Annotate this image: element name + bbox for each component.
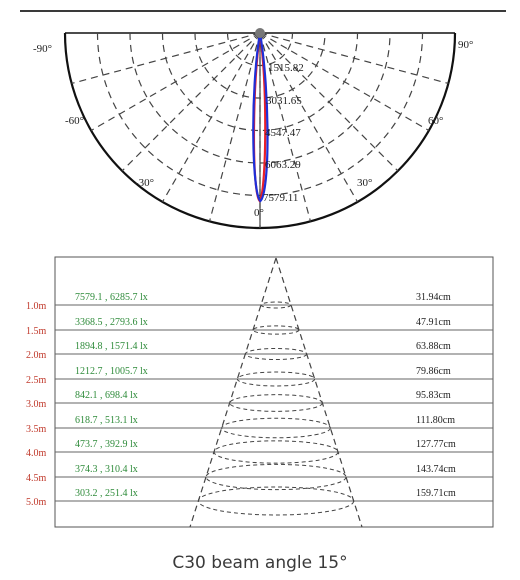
top-rule [20,10,506,12]
polar-curves [252,32,269,203]
beam-spot-ellipse [221,417,331,439]
beam-diameter-2: 47.91cm [416,317,451,328]
angle-label-minus-90: -90° [33,43,52,55]
distance-label-4: 2.5m [26,375,47,386]
distance-label-7: 4.0m [26,448,47,459]
lux-value-4: 1212.7 , 1005.7 lx [75,366,148,377]
cone-edge-left [189,257,277,528]
distance-label-1: 1.0m [26,301,47,312]
table-row-lines [55,304,493,502]
beam-diameter-8: 143.74cm [416,464,456,475]
beam-spot-ellipse [205,463,347,491]
distance-label-5: 3.0m [26,399,47,410]
cone-edge-right [275,257,363,528]
radial-value-2: 3031.65 [266,95,302,107]
angle-label-30: 30° [357,177,372,189]
beam-diameter-5: 95.83cm [416,390,451,401]
angle-label-90: 90° [458,39,473,51]
beam-diameter-1: 31.94cm [416,292,451,303]
distance-label-6: 3.5m [26,424,47,435]
beam-spot-ellipse [236,371,316,387]
angle-label-minus-30: -30° [135,177,154,189]
intensity-curve-c90 [252,32,269,203]
distance-label-3: 2.0m [26,350,47,361]
distance-label-2: 1.5m [26,326,47,337]
polar-spoke [259,32,430,132]
lux-value-6: 618.7 , 513.1 lx [75,415,138,426]
polar-spoke [259,32,399,172]
radial-value-1: 1515.82 [268,62,304,74]
polar-spoke [208,32,261,222]
polar-spoke [259,32,359,203]
distance-label-9: 5.0m [26,497,47,508]
polar-spoke [259,32,312,222]
beam-diameter-9: 159.71cm [416,488,456,499]
polar-spoke [259,32,449,85]
lux-value-8: 374.3 , 310.4 lx [75,464,138,475]
polar-spoke [71,32,261,85]
beam-cone-table: 1.0m 1.5m 2.0m 2.5m 3.0m 3.5m 4.0m 4.5m … [26,256,494,528]
diagram-caption: C30 beam angle 15° [172,553,348,573]
table-frame [54,256,494,528]
angle-label-minus-60: -60° [65,115,84,127]
beam-cone [189,257,363,528]
lux-value-7: 473.7 , 392.9 lx [75,439,138,450]
beam-diameter-7: 127.77cm [416,439,456,450]
beam-spot-ellipse [244,347,308,361]
light-source-dot [255,28,265,38]
beam-diameter-3: 63.88cm [416,341,451,352]
beam-spot-ellipse [252,325,300,335]
angle-label-0: 0° [254,207,264,219]
radial-value-4: 6063.29 [265,159,301,171]
lux-value-1: 7579.1 , 6285.7 lx [75,292,148,303]
polar-spoke [161,32,261,203]
lux-value-2: 3368.5 , 2793.6 lx [75,317,148,328]
radial-value-5: 7579.11 [263,192,298,204]
polar-grid [63,32,457,230]
lux-value-3: 1894.8 , 1571.4 lx [75,341,148,352]
beam-diameter-4: 79.86cm [416,366,451,377]
beam-spot-ellipse [213,440,339,464]
polar-spoke [121,32,261,172]
beam-spot-ellipse [197,486,355,516]
angle-label-60: 60° [428,115,443,127]
beam-diameter-6: 111.80cm [416,415,455,426]
lux-value-5: 842.1 , 698.4 lx [75,390,138,401]
beam-spot-ellipse [260,301,292,309]
lux-value-9: 303.2 , 251.4 lx [75,488,138,499]
beam-spot-ellipse [229,394,323,412]
polar-spoke [90,32,261,132]
radial-value-3: 4547.47 [265,127,301,139]
polar-intensity-diagram: -90° 90° -60° 60° -30° 30° 0° 1515.82 30… [33,28,473,230]
distance-label-8: 4.5m [26,473,47,484]
